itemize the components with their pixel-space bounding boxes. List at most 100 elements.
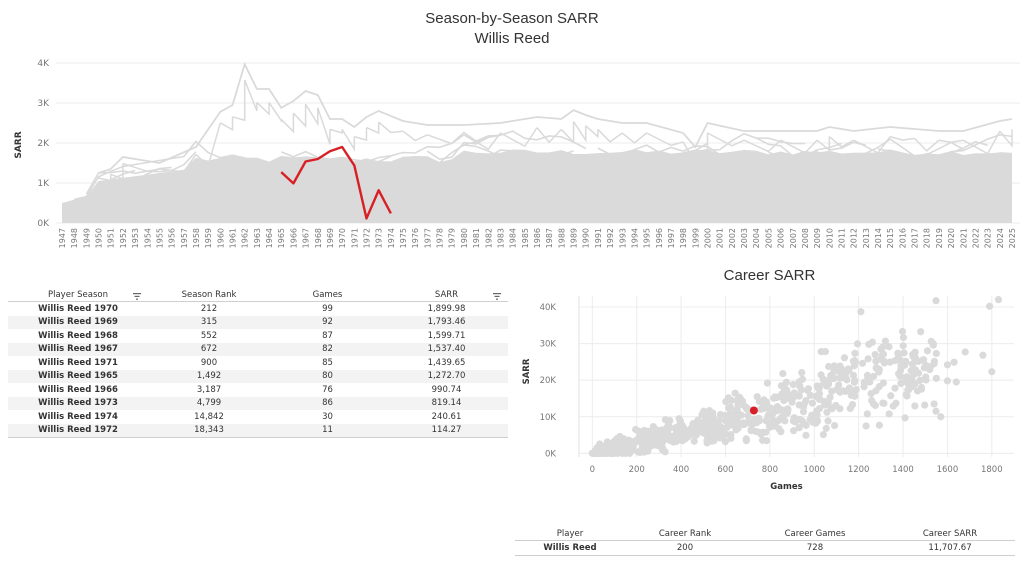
- scatter-point[interactable]: [869, 372, 878, 380]
- scatter-point[interactable]: [813, 407, 821, 415]
- scatter-point[interactable]: [665, 424, 673, 432]
- scatter-point[interactable]: [899, 333, 908, 342]
- scatter-point[interactable]: [908, 360, 917, 368]
- scatter-point[interactable]: [621, 447, 629, 456]
- table-row[interactable]: Willis Reed 1968 552 87 1,599.71: [8, 329, 508, 343]
- scatter-point[interactable]: [689, 430, 698, 438]
- scatter-point[interactable]: [897, 379, 905, 388]
- scatter-point[interactable]: [766, 404, 774, 412]
- scatter-point[interactable]: [725, 404, 733, 412]
- table-row[interactable]: Willis Reed 1967 672 82 1,537.40: [8, 342, 508, 356]
- scatter-point[interactable]: [985, 302, 994, 310]
- scatter-point[interactable]: [806, 391, 814, 399]
- scatter-point[interactable]: [755, 414, 763, 422]
- scatter-point[interactable]: [779, 369, 787, 378]
- scatter-point[interactable]: [758, 436, 767, 444]
- highlight-series[interactable]: [280, 145, 392, 220]
- scatter-point[interactable]: [926, 365, 934, 374]
- scatter-point[interactable]: [798, 375, 807, 383]
- scatter-point[interactable]: [828, 387, 836, 395]
- scatter-point[interactable]: [917, 328, 925, 336]
- scatter-point[interactable]: [637, 437, 645, 445]
- highlight-point[interactable]: [749, 406, 758, 415]
- scatter-point[interactable]: [836, 388, 844, 396]
- scatter-point[interactable]: [789, 381, 797, 389]
- scatter-point[interactable]: [783, 386, 791, 394]
- scatter-point[interactable]: [744, 412, 752, 420]
- scatter-point[interactable]: [887, 392, 895, 400]
- scatter-point[interactable]: [734, 411, 742, 419]
- scatter-point[interactable]: [914, 357, 922, 366]
- scatter-point[interactable]: [845, 384, 854, 392]
- scatter-point[interactable]: [733, 397, 741, 405]
- scatter-point[interactable]: [961, 348, 969, 356]
- scatter-point[interactable]: [814, 382, 822, 391]
- scatter-point[interactable]: [746, 419, 754, 427]
- scatter-point[interactable]: [871, 350, 879, 359]
- scatter-point[interactable]: [857, 308, 865, 316]
- scatter-point[interactable]: [797, 386, 805, 394]
- scatter-point[interactable]: [808, 411, 816, 419]
- scatter-point[interactable]: [901, 374, 910, 382]
- scatter-point[interactable]: [704, 419, 712, 427]
- scatter-point[interactable]: [835, 381, 843, 389]
- scatter-point[interactable]: [930, 400, 938, 408]
- scatter-point[interactable]: [937, 413, 945, 421]
- scatter-point[interactable]: [889, 402, 897, 410]
- scatter-point[interactable]: [609, 438, 618, 446]
- scatter-point[interactable]: [639, 427, 647, 435]
- scatter-point[interactable]: [817, 371, 825, 379]
- scatter-point[interactable]: [830, 422, 839, 430]
- scatter-point[interactable]: [899, 342, 907, 350]
- scatter-point[interactable]: [821, 348, 829, 356]
- scatter-point[interactable]: [782, 378, 791, 386]
- scatter-point[interactable]: [723, 423, 731, 431]
- scatter-point[interactable]: [712, 431, 720, 439]
- scatter-point[interactable]: [900, 349, 908, 357]
- scatter-point[interactable]: [865, 340, 873, 348]
- scatter-point[interactable]: [732, 418, 741, 426]
- scatter-point[interactable]: [820, 401, 829, 409]
- scatter-point[interactable]: [603, 438, 611, 446]
- scatter-point[interactable]: [898, 327, 907, 336]
- scatter-point[interactable]: [815, 395, 823, 403]
- table-row[interactable]: Willis Reed 1966 3,187 76 990.74: [8, 383, 508, 397]
- scatter-point[interactable]: [644, 427, 653, 435]
- scatter-point[interactable]: [823, 382, 831, 390]
- scatter-point[interactable]: [881, 337, 890, 345]
- scatter-point[interactable]: [886, 358, 894, 366]
- scatter-point[interactable]: [910, 370, 918, 378]
- scatter-point[interactable]: [611, 447, 619, 455]
- scatter-point[interactable]: [930, 357, 939, 365]
- scatter-point[interactable]: [624, 439, 633, 447]
- scatter-point[interactable]: [896, 372, 904, 380]
- scatter-point[interactable]: [871, 401, 879, 410]
- scatter-point[interactable]: [845, 366, 853, 374]
- scatter-point[interactable]: [712, 424, 720, 432]
- scatter-point[interactable]: [825, 362, 833, 371]
- scatter-point[interactable]: [836, 362, 844, 370]
- scatter-point[interactable]: [850, 378, 859, 386]
- scatter-point[interactable]: [771, 421, 779, 429]
- scatter-point[interactable]: [872, 364, 881, 372]
- scatter-point[interactable]: [879, 343, 887, 351]
- scatter-point[interactable]: [988, 368, 996, 376]
- scatter-points[interactable]: [588, 296, 1003, 457]
- scatter-point[interactable]: [796, 415, 804, 424]
- scatter-point[interactable]: [923, 347, 932, 355]
- scatter-point[interactable]: [781, 417, 789, 425]
- scatter-point[interactable]: [943, 361, 952, 369]
- scatter-point[interactable]: [649, 422, 657, 431]
- table-row[interactable]: Willis Reed 1969 315 92 1,793.46: [8, 315, 508, 329]
- scatter-point[interactable]: [661, 448, 669, 456]
- scatter-point[interactable]: [932, 407, 940, 415]
- scatter-point[interactable]: [595, 442, 604, 451]
- scatter-point[interactable]: [864, 355, 872, 363]
- scatter-point[interactable]: [724, 394, 732, 402]
- scatter-point[interactable]: [682, 428, 691, 437]
- scatter-point[interactable]: [916, 376, 924, 385]
- scatter-point[interactable]: [932, 374, 940, 382]
- scatter-point[interactable]: [879, 399, 887, 407]
- scatter-point[interactable]: [671, 424, 679, 432]
